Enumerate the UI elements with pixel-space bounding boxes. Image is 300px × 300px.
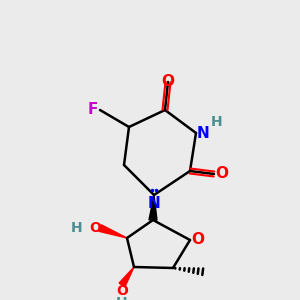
Text: O: O <box>191 232 204 247</box>
Text: O: O <box>116 284 128 298</box>
Polygon shape <box>149 195 157 220</box>
Text: H: H <box>70 221 82 235</box>
Polygon shape <box>119 267 134 287</box>
Text: F: F <box>88 103 98 118</box>
Text: O: O <box>89 221 101 235</box>
Polygon shape <box>99 225 127 238</box>
Text: O: O <box>215 167 228 182</box>
Text: N: N <box>197 125 210 140</box>
Text: O: O <box>161 74 175 89</box>
Text: N: N <box>148 196 160 211</box>
Text: H: H <box>211 115 223 129</box>
Text: H: H <box>116 296 128 300</box>
